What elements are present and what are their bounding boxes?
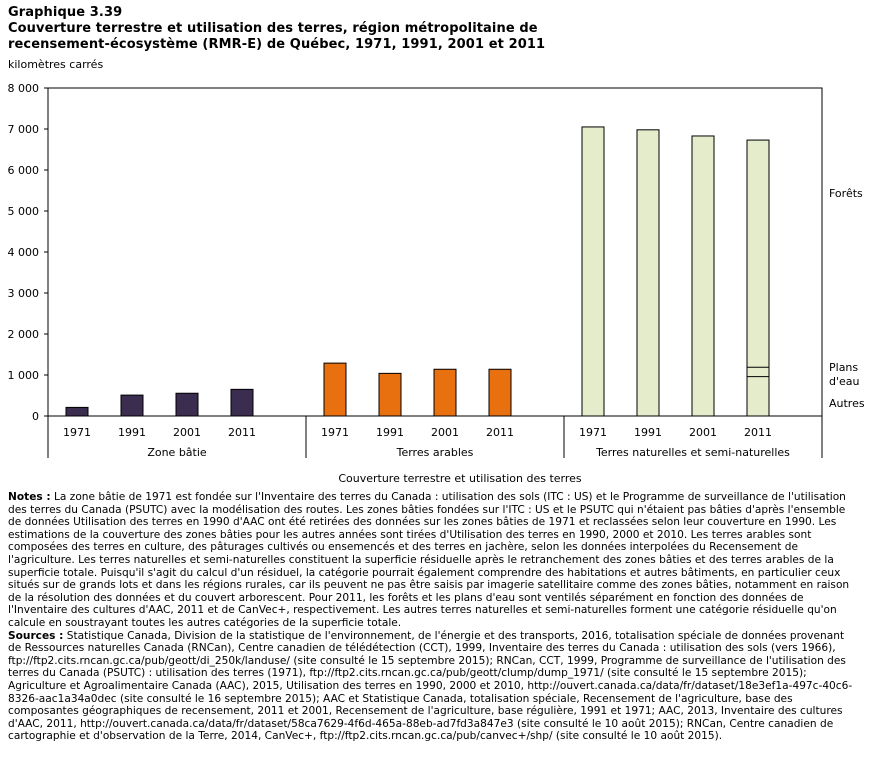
y-tick-label: 6 000: [8, 164, 40, 177]
x-tick-label: 1991: [376, 426, 404, 439]
bar-2-1991: [636, 129, 660, 417]
y-tick-label: 0: [32, 410, 39, 423]
x-tick-label: 2001: [689, 426, 717, 439]
y-tick-label: 3 000: [8, 287, 40, 300]
chart-title-line-1: Couverture terrestre et utilisation des …: [8, 21, 538, 36]
annotation-autres: Autres: [829, 397, 865, 410]
x-axis-title: Couverture terrestre et utilisation des …: [338, 472, 582, 485]
y-axis-unit-label: kilomètres carrés: [8, 58, 104, 71]
sources-text: Statistique Canada, Division de la stati…: [8, 629, 853, 743]
x-tick-label: 1991: [118, 426, 146, 439]
x-tick-label: 1971: [321, 426, 349, 439]
chart-title-line-2: recensement-écosystème (RMR-E) de Québec…: [8, 37, 546, 52]
sources-label: Sources :: [8, 629, 64, 642]
bar-0-1991: [120, 394, 144, 417]
y-tick-label: 8 000: [8, 82, 40, 95]
y-tick-label: 5 000: [8, 205, 40, 218]
x-tick-label: 2011: [486, 426, 514, 439]
x-tick-label: 1971: [63, 426, 91, 439]
bar-0-1971: [65, 406, 89, 417]
bar-2-1971: [581, 126, 605, 417]
notes-text: La zone bâtie de 1971 est fondée sur l'I…: [8, 491, 850, 629]
bar-0-2011: [230, 388, 254, 417]
x-tick-label: 2011: [744, 426, 772, 439]
annotation-deau: d'eau: [829, 375, 860, 388]
notes-paragraph: Notes : La zone bâtie de 1971 est fondée…: [8, 491, 854, 630]
x-tick-label: 2011: [228, 426, 256, 439]
x-tick-label: 2001: [173, 426, 201, 439]
annotation-plans: Plans: [829, 361, 858, 374]
group-label: Terres naturelles et semi-naturelles: [595, 446, 790, 459]
bar-1-2001: [433, 368, 457, 417]
bar-chart: 0 1 000 2 000 3 000 4 000 5 000 6 000 7 000 8 00…: [8, 82, 865, 485]
y-tick-label: 1 000: [8, 369, 40, 382]
chart-number: Graphique 3.39: [8, 5, 123, 20]
bar-2-2011: [746, 139, 770, 417]
bar-2-2001: [691, 135, 715, 417]
x-tick-label: 1971: [579, 426, 607, 439]
y-tick-label: 7 000: [8, 123, 40, 136]
sources-paragraph: Sources : Statistique Canada, Division d…: [8, 630, 854, 743]
bar-1-1971: [323, 362, 347, 417]
y-tick-label: 4 000: [8, 246, 40, 259]
group-label: Zone bâtie: [147, 446, 207, 459]
x-tick-label: 2001: [431, 426, 459, 439]
bar-0-2001: [175, 392, 199, 417]
notes-block: Notes : La zone bâtie de 1971 est fondée…: [8, 491, 854, 743]
y-tick-label: 2 000: [8, 328, 40, 341]
x-tick-label: 1991: [634, 426, 662, 439]
notes-label: Notes :: [8, 491, 51, 503]
bar-1-1991: [378, 372, 402, 417]
group-label: Terres arables: [396, 446, 474, 459]
annotation-forets: Forêts: [829, 187, 863, 200]
chart-title-block: Graphique 3.39 Couverture terrestre et u…: [8, 5, 545, 53]
bar-1-2011: [488, 368, 512, 417]
